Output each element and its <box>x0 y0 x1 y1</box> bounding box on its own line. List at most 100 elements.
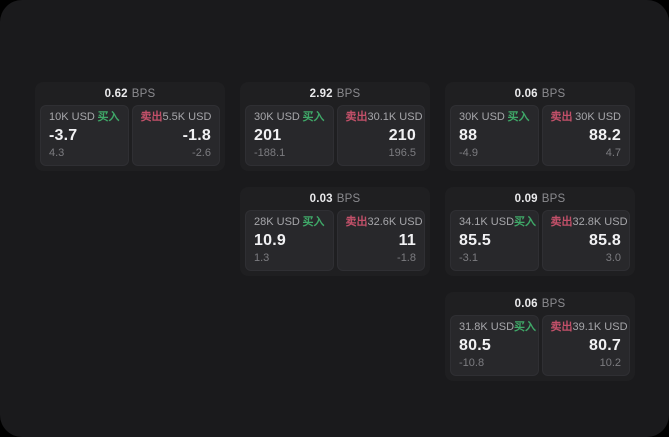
bps-value: 0.09 <box>514 192 538 205</box>
sell-top-row: 卖出 32.8K USD <box>550 216 628 228</box>
sell-price: 80.7 <box>589 336 621 354</box>
buy-top-row: 10K USD 买入 <box>49 112 120 123</box>
sell-quote-panel[interactable]: 卖出 39.1K USD 80.7 10.2 <box>541 315 630 376</box>
sell-delta: -2.6 <box>192 147 211 159</box>
bps-unit-label: BPS <box>541 87 566 100</box>
buy-delta: 1.3 <box>254 252 270 264</box>
bps-unit-label: BPS <box>336 192 361 205</box>
bps-header: 0.09 BPS <box>450 187 630 210</box>
buy-amount: 28K USD <box>254 216 300 228</box>
bps-value: 2.92 <box>309 87 333 100</box>
buy-amount: 31.8K USD <box>459 321 515 333</box>
bps-header: 0.06 BPS <box>450 82 630 105</box>
sell-price: 88.2 <box>589 126 621 144</box>
buy-top-row: 31.8K USD 买入 <box>459 321 536 333</box>
sell-side-button[interactable]: 卖出 <box>345 216 368 228</box>
buy-amount: 34.1K USD <box>459 216 515 228</box>
sell-amount: 30.1K USD <box>367 111 423 123</box>
quote-panels: 30K USD 买入 88 -4.9 卖出 30K USD 88.2 4.7 <box>450 105 630 166</box>
buy-top-row: 28K USD 买入 <box>254 217 325 228</box>
sell-amount: 32.8K USD <box>572 216 628 228</box>
sell-amount: 39.1K USD <box>572 321 628 333</box>
sell-top-row: 卖出 30.1K USD <box>345 111 423 123</box>
quote-card: 0.09 BPS 34.1K USD 买入 85.5 -3.1 卖出 32.8K… <box>445 187 635 276</box>
sell-side-button[interactable]: 卖出 <box>140 111 163 123</box>
buy-top-row: 30K USD 买入 <box>459 112 530 123</box>
buy-side-button[interactable]: 买入 <box>302 216 325 228</box>
sell-quote-panel[interactable]: 卖出 30K USD 88.2 4.7 <box>541 105 630 166</box>
sell-price: 11 <box>398 231 416 249</box>
sell-amount: 32.6K USD <box>367 216 423 228</box>
bps-value: 0.03 <box>309 192 333 205</box>
buy-delta: -10.8 <box>459 357 485 369</box>
quote-panels: 28K USD 买入 10.9 1.3 卖出 32.6K USD 11 -1.8 <box>245 210 425 271</box>
bps-unit-label: BPS <box>541 192 566 205</box>
quote-card: 2.92 BPS 30K USD 买入 201 -188.1 卖出 30.1K … <box>240 82 430 171</box>
buy-side-button[interactable]: 买入 <box>507 111 530 123</box>
buy-side-button[interactable]: 买入 <box>514 321 537 333</box>
sell-side-button[interactable]: 卖出 <box>550 321 573 333</box>
buy-side-button[interactable]: 买入 <box>514 216 537 228</box>
sell-side-button[interactable]: 卖出 <box>550 216 573 228</box>
sell-price: 210 <box>388 126 416 144</box>
buy-quote-panel[interactable]: 30K USD 买入 88 -4.9 <box>450 105 539 166</box>
bps-unit-label: BPS <box>541 297 566 310</box>
bps-value: 0.06 <box>514 87 538 100</box>
buy-top-row: 30K USD 买入 <box>254 112 325 123</box>
buy-price: 80.5 <box>459 336 491 354</box>
buy-delta: -3.1 <box>459 252 478 264</box>
sell-delta: 196.5 <box>388 147 416 159</box>
sell-quote-panel[interactable]: 卖出 5.5K USD -1.8 -2.6 <box>131 105 220 166</box>
sell-top-row: 卖出 32.6K USD <box>345 216 423 228</box>
sell-delta: 3.0 <box>605 252 621 264</box>
buy-price: 201 <box>254 126 282 144</box>
buy-top-row: 34.1K USD 买入 <box>459 216 536 228</box>
sell-delta: -1.8 <box>397 252 416 264</box>
sell-top-row: 卖出 39.1K USD <box>550 321 628 333</box>
buy-price: 10.9 <box>254 231 286 249</box>
quote-panels: 34.1K USD 买入 85.5 -3.1 卖出 32.8K USD 85.8… <box>450 210 630 271</box>
quote-card: 0.06 BPS 30K USD 买入 88 -4.9 卖出 30K USD 8… <box>445 82 635 171</box>
buy-delta: 4.3 <box>49 147 65 159</box>
buy-quote-panel[interactable]: 31.8K USD 买入 80.5 -10.8 <box>450 315 539 376</box>
quote-card: 0.03 BPS 28K USD 买入 10.9 1.3 卖出 32.6K US… <box>240 187 430 276</box>
sell-side-button[interactable]: 卖出 <box>345 111 368 123</box>
sell-delta: 10.2 <box>599 357 621 369</box>
sell-amount: 30K USD <box>575 111 621 123</box>
sell-side-button[interactable]: 卖出 <box>550 111 573 123</box>
quote-panels: 31.8K USD 买入 80.5 -10.8 卖出 39.1K USD 80.… <box>450 315 630 376</box>
sell-top-row: 卖出 30K USD <box>551 112 622 123</box>
sell-delta: 4.7 <box>605 147 621 159</box>
bps-unit-label: BPS <box>336 87 361 100</box>
bps-header: 0.06 BPS <box>450 292 630 315</box>
buy-side-button[interactable]: 买入 <box>97 111 120 123</box>
buy-quote-panel[interactable]: 28K USD 买入 10.9 1.3 <box>245 210 334 271</box>
bps-unit-label: BPS <box>131 87 156 100</box>
sell-quote-panel[interactable]: 卖出 32.6K USD 11 -1.8 <box>336 210 425 271</box>
buy-price: 88 <box>459 126 478 144</box>
buy-amount: 30K USD <box>459 111 505 123</box>
bps-value: 0.06 <box>514 297 538 310</box>
buy-quote-panel[interactable]: 30K USD 买入 201 -188.1 <box>245 105 334 166</box>
quote-panels: 30K USD 买入 201 -188.1 卖出 30.1K USD 210 1… <box>245 105 425 166</box>
bps-header: 0.03 BPS <box>245 187 425 210</box>
quote-card: 0.62 BPS 10K USD 买入 -3.7 4.3 卖出 5.5K USD… <box>35 82 225 171</box>
bps-value: 0.62 <box>104 87 128 100</box>
sell-top-row: 卖出 5.5K USD <box>141 112 212 123</box>
quote-panels: 10K USD 买入 -3.7 4.3 卖出 5.5K USD -1.8 -2.… <box>40 105 220 166</box>
buy-quote-panel[interactable]: 34.1K USD 买入 85.5 -3.1 <box>450 210 539 271</box>
quote-grid: 0.62 BPS 10K USD 买入 -3.7 4.3 卖出 5.5K USD… <box>35 82 635 381</box>
buy-delta: -4.9 <box>459 147 478 159</box>
sell-quote-panel[interactable]: 卖出 32.8K USD 85.8 3.0 <box>541 210 630 271</box>
bps-header: 2.92 BPS <box>245 82 425 105</box>
buy-quote-panel[interactable]: 10K USD 买入 -3.7 4.3 <box>40 105 129 166</box>
buy-side-button[interactable]: 买入 <box>302 111 325 123</box>
buy-price: -3.7 <box>49 126 78 144</box>
sell-price: -1.8 <box>182 126 211 144</box>
sell-quote-panel[interactable]: 卖出 30.1K USD 210 196.5 <box>336 105 425 166</box>
quote-card: 0.06 BPS 31.8K USD 买入 80.5 -10.8 卖出 39.1… <box>445 292 635 381</box>
sell-price: 85.8 <box>589 231 621 249</box>
buy-amount: 10K USD <box>49 111 95 123</box>
buy-delta: -188.1 <box>254 147 286 159</box>
